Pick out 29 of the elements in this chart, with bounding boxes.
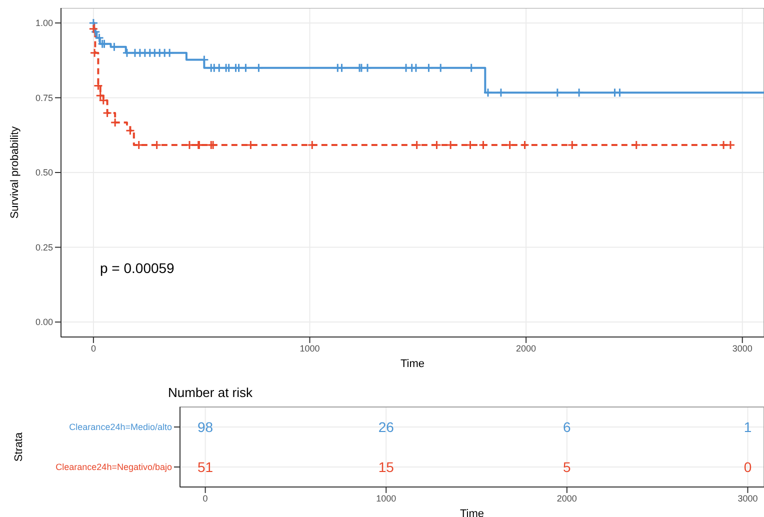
x-tick-label: 0 <box>90 343 96 354</box>
x-tick-label: 2000 <box>516 343 536 354</box>
y-axis-title: Survival probability <box>8 126 21 219</box>
x-tick-label: 2000 <box>556 493 577 504</box>
data-label: 26 <box>378 419 394 435</box>
y-axis-title: Strata <box>12 431 25 462</box>
y-tick-label: 0.50 <box>35 168 53 178</box>
data-label: 15 <box>378 459 394 475</box>
y-tick-label: Clearance24h=Negativo/bajo <box>56 462 172 472</box>
chart-title: Number at risk <box>168 385 254 402</box>
x-tick-label: 3000 <box>732 343 752 354</box>
annotation: p = 0.00059 <box>100 260 174 276</box>
y-tick-label: 0.75 <box>35 92 53 103</box>
y-tick-label: 1.00 <box>35 18 53 28</box>
data-label: 0 <box>744 459 752 475</box>
x-tick-label: 1000 <box>376 493 396 504</box>
y-tick-label: Clearance24h=Medio/alto <box>69 422 172 432</box>
y-tick-label: 0.25 <box>35 242 53 252</box>
x-axis-title: Time <box>460 508 484 517</box>
data-label: 51 <box>198 459 214 475</box>
data-label: 98 <box>198 419 214 435</box>
y-tick-label: 0.00 <box>35 317 53 328</box>
data-label: 6 <box>563 419 572 435</box>
data-label: 5 <box>563 459 572 475</box>
x-axis-title: Time <box>400 358 425 370</box>
x-tick-label: 0 <box>202 493 208 504</box>
data-label: 1 <box>744 419 752 435</box>
x-tick-label: 3000 <box>738 493 758 504</box>
x-tick-label: 1000 <box>300 343 320 354</box>
